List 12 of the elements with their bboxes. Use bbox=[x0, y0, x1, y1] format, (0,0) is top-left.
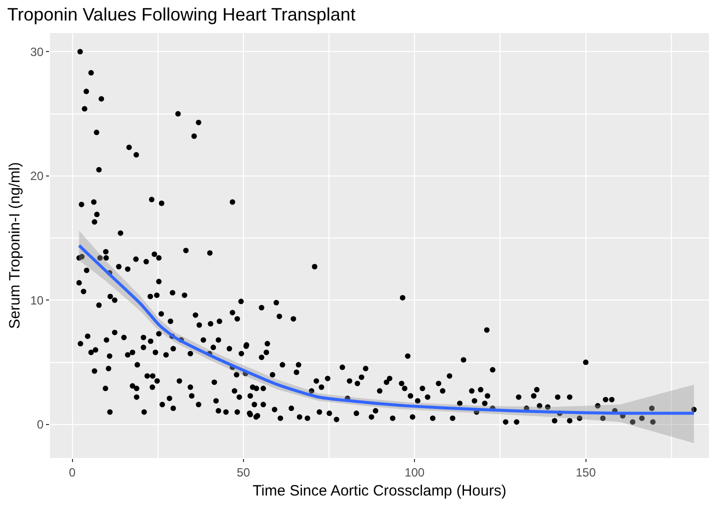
x-tick-label: 50 bbox=[236, 465, 250, 480]
line-series bbox=[78, 244, 696, 415]
x-tick-label: 0 bbox=[68, 465, 76, 480]
y-tick-label: 0 bbox=[36, 418, 44, 432]
y-tick-label: 10 bbox=[30, 293, 44, 308]
x-tick-label: 150 bbox=[576, 465, 596, 480]
y-axis-title: Serum Troponin-I (ng/ml) bbox=[6, 162, 24, 329]
x-tick-label: 100 bbox=[404, 465, 425, 480]
x-axis-title: Time Since Aortic Crossclamp (Hours) bbox=[252, 482, 506, 500]
y-tick-label: 30 bbox=[30, 44, 44, 59]
y-tick-label: 20 bbox=[30, 169, 44, 184]
chart-title: Troponin Values Following Heart Transplant bbox=[7, 4, 356, 24]
